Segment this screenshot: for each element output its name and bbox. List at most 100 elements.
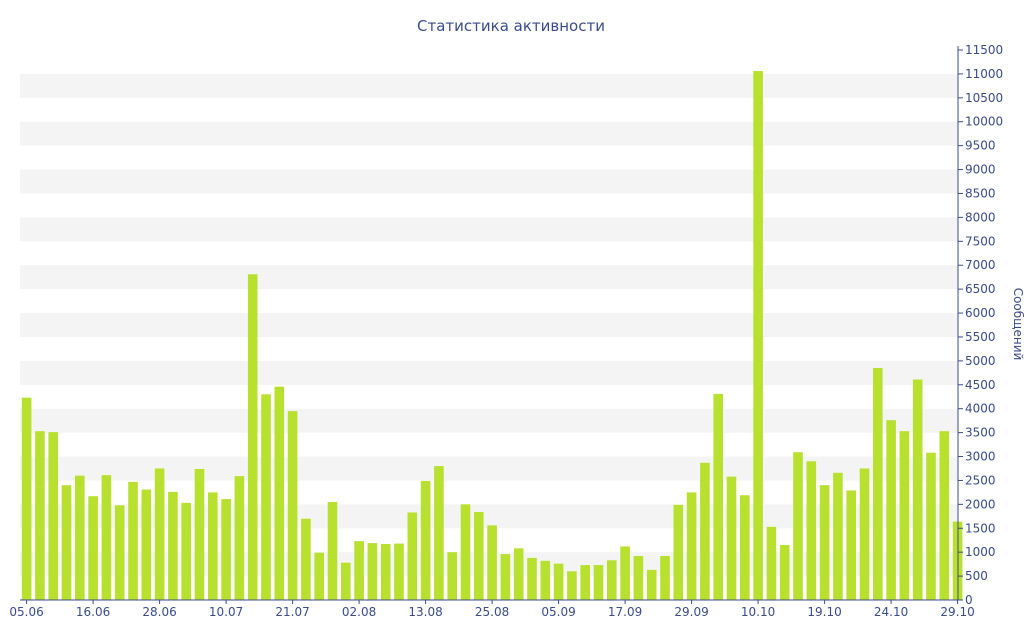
x-tick-label: 17.09 xyxy=(608,605,642,619)
bar xyxy=(434,466,444,600)
bar xyxy=(766,526,777,600)
bar xyxy=(713,393,723,600)
bar xyxy=(886,420,896,600)
bar xyxy=(380,544,391,600)
bar xyxy=(460,504,471,600)
x-tick-label: 02.08 xyxy=(342,605,376,619)
grid-band xyxy=(20,313,958,337)
y-axis-ticks: 0 500 1000 1500 2000 2500 3000 3500 4000 4500 5000… xyxy=(958,43,1003,607)
bar xyxy=(912,379,923,600)
bar xyxy=(846,490,856,600)
y-tick-label: 11000 xyxy=(965,67,1003,81)
bar xyxy=(806,461,817,600)
bar xyxy=(394,543,404,600)
x-tick-label: 21.07 xyxy=(275,605,309,619)
x-tick-label: 16.06 xyxy=(76,605,110,619)
grid-band xyxy=(20,408,958,433)
bar xyxy=(247,274,258,600)
bar xyxy=(341,562,351,600)
bar xyxy=(274,386,285,600)
y-tick-label: 10000 xyxy=(965,115,1003,129)
bar xyxy=(513,548,524,600)
y-tick-label: 1000 xyxy=(965,545,996,559)
y-tick-label: 8500 xyxy=(965,186,996,200)
bar xyxy=(873,368,883,600)
y-tick-label: 6500 xyxy=(965,282,996,296)
bar xyxy=(567,571,577,600)
bar xyxy=(154,468,165,600)
y-tick-label: 9500 xyxy=(965,139,996,153)
bar xyxy=(633,556,644,600)
bar xyxy=(407,512,418,600)
bar xyxy=(500,554,511,600)
bar xyxy=(181,502,191,600)
bar xyxy=(646,569,657,600)
bar xyxy=(168,491,178,600)
bar xyxy=(926,452,936,600)
bar xyxy=(779,545,790,600)
bar xyxy=(327,501,338,600)
y-tick-label: 8000 xyxy=(965,210,996,224)
bar-series xyxy=(21,71,963,601)
x-tick-label: 29.10 xyxy=(940,605,974,619)
bar xyxy=(859,468,870,600)
grid-band xyxy=(20,217,958,242)
bar xyxy=(726,476,737,600)
bar xyxy=(194,468,205,600)
x-tick-label: 25.08 xyxy=(475,605,509,619)
x-tick-label: 19.10 xyxy=(807,605,841,619)
bar xyxy=(474,512,484,600)
bar xyxy=(21,397,32,600)
y-tick-label: 4500 xyxy=(965,378,996,392)
bar xyxy=(261,394,271,600)
bar xyxy=(221,499,231,600)
y-tick-label: 5500 xyxy=(965,330,996,344)
bar xyxy=(527,557,537,600)
bar xyxy=(660,556,670,600)
y-tick-label: 6000 xyxy=(965,306,996,320)
y-tick-label: 2000 xyxy=(965,497,996,511)
y-axis-label: Сообщений xyxy=(1011,288,1024,361)
bar xyxy=(899,431,910,600)
bar xyxy=(740,495,750,600)
grid-band xyxy=(20,121,958,146)
y-tick-label: 11500 xyxy=(965,43,1003,57)
x-tick-label: 28.06 xyxy=(142,605,176,619)
y-tick-label: 1500 xyxy=(965,521,996,535)
bar xyxy=(234,476,245,600)
x-tick-label: 10.10 xyxy=(741,605,775,619)
chart-title: Статистика активности xyxy=(417,17,605,35)
bar xyxy=(141,489,152,600)
y-tick-label: 7000 xyxy=(965,258,996,272)
bar xyxy=(620,546,630,600)
bar xyxy=(88,496,98,600)
bar xyxy=(673,504,684,600)
bar xyxy=(686,492,697,600)
bar xyxy=(354,541,364,600)
bar xyxy=(301,518,311,600)
x-tick-label: 13.08 xyxy=(408,605,442,619)
bar xyxy=(793,452,803,600)
bar xyxy=(593,565,604,600)
bar xyxy=(553,563,564,600)
bar xyxy=(939,431,950,600)
bar xyxy=(114,505,125,600)
y-tick-label: 9000 xyxy=(965,163,996,177)
grid-band xyxy=(20,73,958,98)
bar xyxy=(420,480,431,600)
bar xyxy=(48,432,58,600)
bar xyxy=(61,485,72,600)
x-tick-label: 05.06 xyxy=(9,605,43,619)
bar xyxy=(833,472,843,600)
x-axis-ticks: 05.06 16.06 28.06 10.07 21.07 02.08 13.08 25.08… xyxy=(9,600,975,619)
x-tick-label: 29.09 xyxy=(674,605,708,619)
bar xyxy=(607,560,617,600)
bar xyxy=(314,552,324,600)
bar xyxy=(287,411,298,600)
y-tick-label: 2500 xyxy=(965,473,996,487)
y-tick-label: 500 xyxy=(965,569,988,583)
bar xyxy=(580,565,590,600)
bar xyxy=(101,475,112,600)
y-tick-label: 0 xyxy=(965,593,973,607)
